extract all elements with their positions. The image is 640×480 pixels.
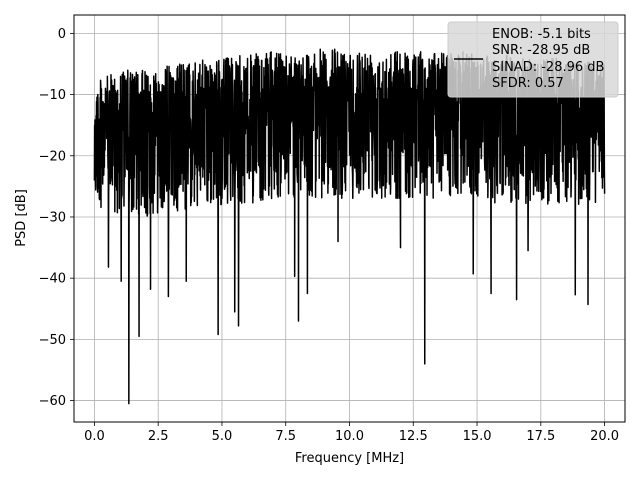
y-tick-label: −20 [39,149,66,164]
x-tick-label: 2.5 [148,429,169,444]
y-tick-label: 0 [58,27,66,42]
x-tick-label: 7.5 [275,429,296,444]
legend-entry-enob: ENOB: -5.1 bits [492,27,591,42]
x-tick-label: 5.0 [212,429,233,444]
y-tick-label: −30 [39,210,66,225]
psd-series-line [93,48,606,405]
legend: ENOB: -5.1 bits SNR: -28.95 dB SINAD: -2… [447,21,619,98]
y-tick-label: −50 [39,333,66,348]
y-tick-label: −40 [39,272,66,287]
x-tick-label: 12.5 [399,429,428,444]
y-axis-label: PSD [dB] [14,189,29,247]
x-tick-label: 17.5 [526,429,555,444]
x-axis-label: Frequency [MHz] [295,451,404,466]
x-tick-label: 15.0 [463,429,492,444]
x-tick-label: 10.0 [335,429,364,444]
legend-entry-sinad: SINAD: -28.96 dB [492,60,604,75]
y-tick-label: −10 [39,88,66,103]
x-axis: 0.0 2.5 5.0 7.5 10.0 12.5 15.0 17.5 20.0 [84,422,619,444]
x-tick-label: 0.0 [84,429,105,444]
y-tick-label: −60 [39,394,66,409]
y-axis: 0 −10 −20 −30 −40 −50 −60 [39,27,74,409]
series-layer [93,48,606,405]
legend-entry-sfdr: SFDR: 0.57 [492,76,564,91]
legend-box [447,21,619,98]
x-tick-label: 20.0 [590,429,619,444]
legend-entry-snr: SNR: -28.95 dB [492,43,590,58]
